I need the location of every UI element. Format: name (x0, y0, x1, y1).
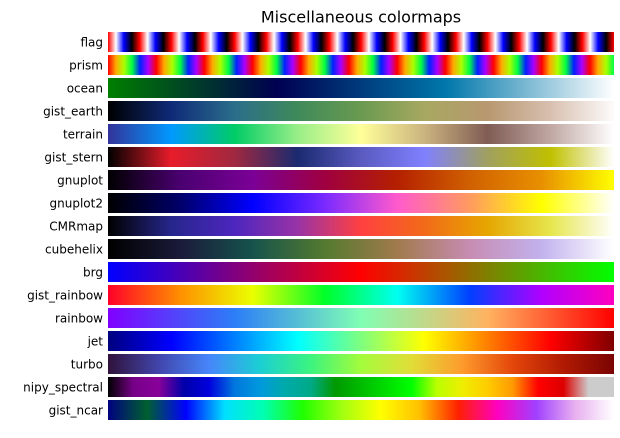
colormap-label: gnuplot2 (50, 197, 103, 211)
colormap-bar (108, 216, 614, 236)
colormap-bar (108, 124, 614, 144)
colormap-bar (108, 170, 614, 190)
colormap-bar (108, 354, 614, 374)
colormap-bar (108, 193, 614, 213)
colormap-label: jet (87, 335, 104, 349)
colormap-bar (108, 377, 614, 397)
colormap-label: prism (69, 59, 103, 73)
colormap-bar (108, 400, 614, 420)
chart-title: Miscellaneous colormaps (261, 8, 461, 27)
colormap-label: gnuplot (57, 174, 103, 188)
colormap-label: CMRmap (49, 220, 103, 234)
colormap-label: terrain (63, 128, 103, 142)
colormap-bar (108, 32, 614, 52)
colormap-label: gist_earth (43, 105, 103, 119)
colormap-label: flag (80, 36, 103, 50)
colormap-label: gist_stern (44, 151, 103, 165)
colormap-label: turbo (71, 358, 103, 372)
colormap-label: ocean (67, 82, 103, 96)
colormap-bar (108, 285, 614, 305)
colormap-label: cubehelix (45, 243, 103, 257)
colormap-bar (108, 55, 614, 75)
colormap-bar (108, 147, 614, 167)
colormap-label: rainbow (55, 312, 103, 326)
colormap-label: gist_ncar (49, 404, 103, 418)
colormap-bar (108, 262, 614, 282)
colormap-label: nipy_spectral (23, 381, 103, 395)
colormap-bar (108, 331, 614, 351)
colormap-bar (108, 78, 614, 98)
colormap-label: brg (83, 266, 103, 280)
colormap-bar (108, 308, 614, 328)
colormap-label: gist_rainbow (27, 289, 103, 303)
colormap-bar (108, 101, 614, 121)
colormap-bar (108, 239, 614, 259)
